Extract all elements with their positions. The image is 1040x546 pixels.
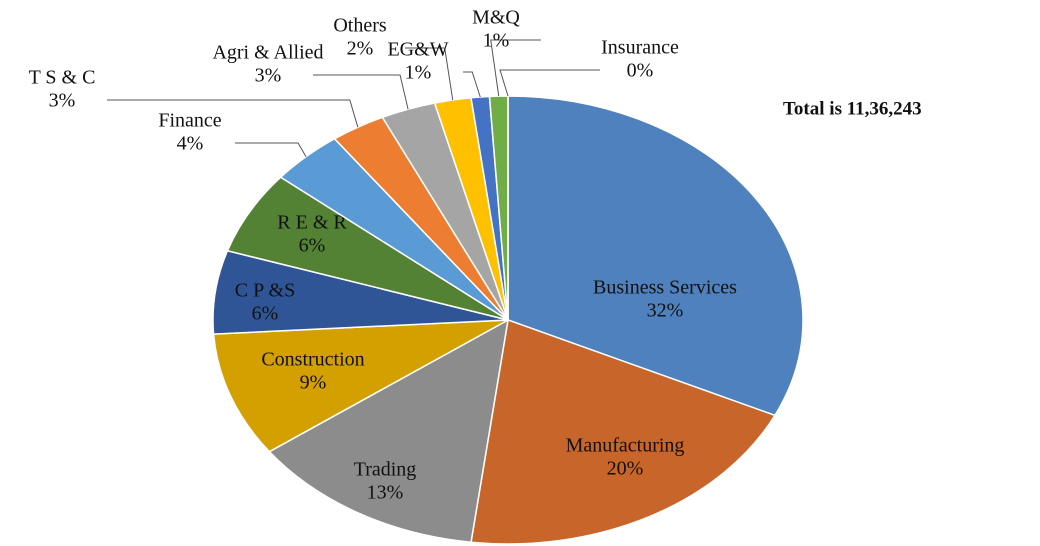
slice-label: Finance xyxy=(158,110,221,132)
slice-label: EG&W xyxy=(387,39,448,61)
slice-value-label: 6% xyxy=(252,303,279,325)
slice-value-label: 13% xyxy=(367,482,404,504)
slice-value-label: 32% xyxy=(647,300,684,322)
slice-label: Construction xyxy=(261,349,364,371)
slice-value-label: 1% xyxy=(405,62,432,84)
slice-value-label: 20% xyxy=(607,458,644,480)
leader-line xyxy=(235,142,307,157)
slice-label: Manufacturing xyxy=(566,435,685,457)
slice-label: C P &S xyxy=(235,280,295,302)
leader-line xyxy=(490,39,541,97)
slice-label: Agri & Allied xyxy=(212,42,323,64)
slice-label: Business Services xyxy=(593,277,737,299)
leader-line xyxy=(107,99,359,128)
slice-label: T S & C xyxy=(29,67,96,89)
leader-line xyxy=(405,47,454,101)
slice-value-label: 2% xyxy=(347,38,374,60)
slice-label: Insurance xyxy=(601,37,679,59)
leader-line xyxy=(499,69,600,97)
slice-value-label: 4% xyxy=(177,133,204,155)
slice-value-label: 0% xyxy=(627,60,654,82)
slice-label: Others xyxy=(333,15,387,37)
slice-label: M&Q xyxy=(472,7,520,29)
pie-slice xyxy=(212,319,509,453)
pie-slice xyxy=(268,318,509,544)
leader-line xyxy=(313,74,409,110)
total-annotation: Total is 11,36,243 xyxy=(783,98,922,119)
slice-label: R E & R xyxy=(277,212,347,234)
slice-value-label: 1% xyxy=(483,30,510,52)
slice-label: Trading xyxy=(354,459,417,481)
leader-line xyxy=(463,71,481,98)
pie-slice xyxy=(507,95,804,417)
slice-value-label: 3% xyxy=(255,65,282,87)
slice-value-label: 3% xyxy=(49,90,76,112)
pie-slice xyxy=(470,318,777,545)
slice-value-label: 6% xyxy=(299,235,326,257)
slice-value-label: 9% xyxy=(300,372,327,394)
